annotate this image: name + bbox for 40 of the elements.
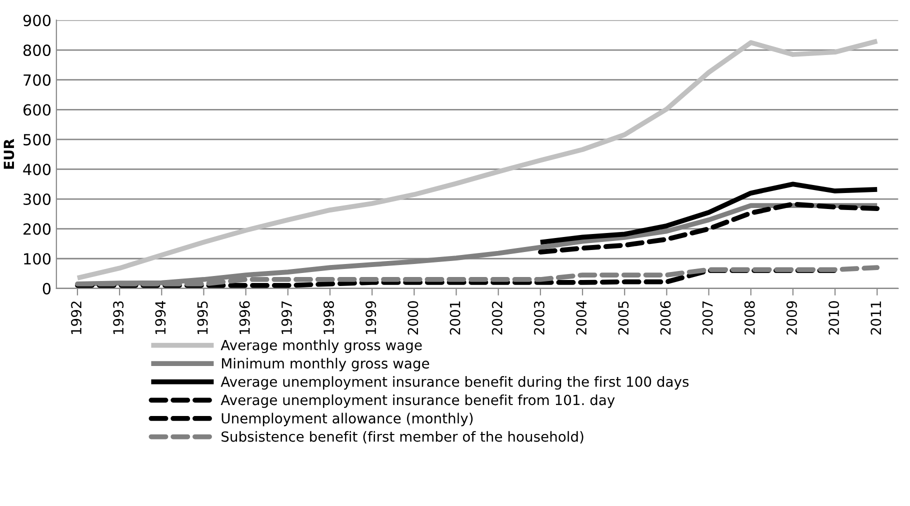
y-tick-label: 200 xyxy=(24,223,51,235)
x-tick-label: 2001 xyxy=(450,302,460,335)
y-tick-label: 800 xyxy=(23,44,51,56)
y-tick-label: 100 xyxy=(24,253,51,265)
x-tick-label: 1995 xyxy=(197,301,208,334)
legend-label: Unemployment allowance (monthly) xyxy=(222,412,473,426)
x-tick-label: 1994 xyxy=(155,301,166,334)
legend-label: Average unemployment insurance benefit during the first 100 days xyxy=(220,376,689,390)
x-tick-label: 1992 xyxy=(70,302,82,334)
legend-label: Average monthly gross wage xyxy=(220,340,422,354)
x-tick-label: 1997 xyxy=(281,301,292,334)
y-tick-label: 900 xyxy=(23,14,51,26)
x-tick-label: 1999 xyxy=(366,301,376,334)
line-series xyxy=(538,202,880,254)
y-tick-label: 400 xyxy=(23,164,51,176)
x-tick-label: 1998 xyxy=(324,301,334,334)
x-tick-label: 2000 xyxy=(408,301,418,335)
y-tick-label: 700 xyxy=(24,74,51,86)
legend-label: Subsistence benefit (first member of the household) xyxy=(222,431,584,444)
x-tick-label: 2011 xyxy=(870,302,882,335)
y-tick-label: 500 xyxy=(24,134,51,146)
line-series xyxy=(75,268,838,288)
y-tick-label: 600 xyxy=(23,104,51,116)
y-tick-label: 0 xyxy=(42,282,51,294)
legend-label: Average unemployment insurance benefit from 101. day xyxy=(220,394,615,408)
legend-label: Minimum monthly gross wage xyxy=(222,358,430,372)
x-tick-label: 2008 xyxy=(744,301,755,335)
x-tick-label: 2007 xyxy=(702,301,713,335)
x-tick-label: 2004 xyxy=(576,301,587,335)
x-tick-label: 1996 xyxy=(239,301,250,334)
y-tick-label: 300 xyxy=(24,193,51,206)
line-series xyxy=(75,38,880,280)
x-tick-label: 1993 xyxy=(113,301,124,334)
x-tick-label: 2005 xyxy=(618,301,629,335)
x-tick-label: 2010 xyxy=(828,301,840,335)
x-tick-label: 2002 xyxy=(492,302,502,335)
x-tick-label: 2009 xyxy=(786,301,797,335)
y-axis-title: EUR xyxy=(4,138,14,169)
x-tick-label: 2006 xyxy=(660,301,671,335)
x-tick-label: 2003 xyxy=(534,301,544,335)
